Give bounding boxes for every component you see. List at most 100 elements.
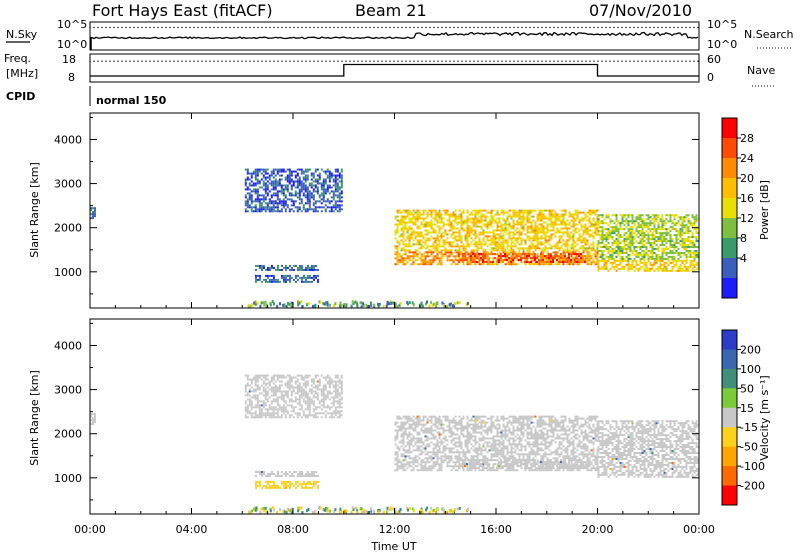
power-echo-cell <box>416 249 419 252</box>
power-echo-cell <box>545 255 548 258</box>
power-echo-cell <box>408 251 411 254</box>
power-echo-cell <box>641 265 644 268</box>
power-echo-cell <box>659 232 662 235</box>
power-echo-cell <box>430 253 433 256</box>
power-echo-cell <box>579 261 582 263</box>
velocity-echo-cell <box>276 396 279 399</box>
power-echo-cell <box>689 251 692 254</box>
velocity-echo-cell <box>292 400 295 403</box>
power-echo-cell <box>274 268 277 271</box>
power-echo-cell <box>266 186 269 189</box>
power-echo-cell <box>619 242 622 245</box>
power-echo-cell <box>536 215 539 218</box>
power-echo-cell <box>520 227 523 230</box>
power-echo-cell <box>683 220 686 223</box>
power-echo-cell <box>601 255 604 258</box>
noise-search-point <box>485 26 487 29</box>
power-echo-cell <box>488 211 491 214</box>
power-echo-cell <box>284 274 287 277</box>
power-echo-cell <box>671 246 674 248</box>
velocity-echo-cell <box>266 408 269 411</box>
noise-search-point <box>289 26 291 29</box>
power-echo-cell <box>464 219 467 222</box>
velocity-echo-cell <box>340 402 343 405</box>
power-echo-cell <box>617 253 620 256</box>
power-echo-cell <box>330 208 333 211</box>
velocity-echo-cell <box>294 406 297 409</box>
nave-point <box>305 60 307 62</box>
velocity-echo-cell <box>268 396 271 399</box>
power-echo-cell <box>278 180 281 183</box>
power-echo-cell <box>564 251 567 254</box>
power-echo-cell <box>298 190 301 193</box>
power-echo-cell <box>679 230 682 233</box>
power-echo-cell <box>408 217 411 220</box>
power-echo-cell <box>592 231 595 234</box>
power-echo-cell <box>534 239 537 242</box>
velocity-echo-cell <box>338 382 341 385</box>
power-echo-cell <box>434 211 437 214</box>
power-echo-cell <box>693 251 696 254</box>
power-echo-cell <box>578 263 581 266</box>
velocity-echo-cell <box>258 386 261 389</box>
power-echo-cell <box>458 233 461 236</box>
power-echo-cell <box>675 251 678 254</box>
power-echo-cell <box>597 261 600 264</box>
power-echo-cell <box>523 257 526 260</box>
power-echo-cell <box>550 209 553 212</box>
power-echo-cell <box>394 302 397 306</box>
power-echo-cell <box>619 257 622 260</box>
power-echo-cell <box>504 231 507 234</box>
power-echo-cell <box>458 213 461 216</box>
power-echo-cell <box>458 249 461 252</box>
power-echo-cell <box>511 259 514 262</box>
power-echo-cell <box>323 302 326 306</box>
power-echo-cell <box>478 225 481 228</box>
power-echo-cell <box>675 263 678 266</box>
power-echo-cell <box>570 247 573 250</box>
power-echo-cell <box>498 217 501 220</box>
power-echo-cell <box>665 214 668 217</box>
power-echo-cell <box>560 237 563 240</box>
power-echo-cell <box>476 249 479 252</box>
power-echo-cell <box>631 244 634 247</box>
power-echo-cell <box>302 194 305 197</box>
power-echo-cell <box>334 190 337 193</box>
power-echo-cell <box>480 243 483 246</box>
power-echo-cell <box>324 192 327 195</box>
power-echo-cell <box>588 259 591 262</box>
power-echo-cell <box>558 219 561 222</box>
power-echo-cell <box>629 253 632 256</box>
power-echo-cell <box>669 214 672 217</box>
power-echo-cell <box>641 236 644 239</box>
power-echo-cell <box>542 231 545 234</box>
velocity-echo-cell <box>250 378 253 381</box>
power-echo-cell <box>308 266 311 269</box>
power-echo-cell <box>537 259 540 262</box>
power-echo-cell <box>631 230 634 233</box>
velocity-echo-cell <box>334 384 337 387</box>
power-echo-cell <box>278 178 281 181</box>
power-echo-cell <box>542 217 545 220</box>
power-echo-cell <box>340 200 343 203</box>
power-echo-cell <box>625 214 628 217</box>
power-echo-cell <box>306 196 309 199</box>
power-echo-cell <box>468 257 471 260</box>
power-echo-cell <box>450 259 453 262</box>
power-echo-cell <box>538 243 541 246</box>
power-echo-cell <box>286 174 289 177</box>
power-echo-cell <box>546 209 549 212</box>
power-echo-cell <box>416 235 419 238</box>
velocity-echo-cell <box>338 412 341 415</box>
power-echo-cell <box>276 278 279 281</box>
power-echo-cell <box>310 280 313 283</box>
power-echo-cell <box>430 231 433 234</box>
power-echo-cell <box>440 227 443 230</box>
power-echo-cell <box>554 213 557 216</box>
power-echo-cell <box>533 253 536 256</box>
velocity-echo-cell <box>306 384 309 387</box>
power-echo-cell <box>252 200 255 203</box>
power-echo-cell <box>659 240 662 243</box>
power-echo-cell <box>637 236 640 239</box>
velocity-echo-cell <box>296 484 299 487</box>
